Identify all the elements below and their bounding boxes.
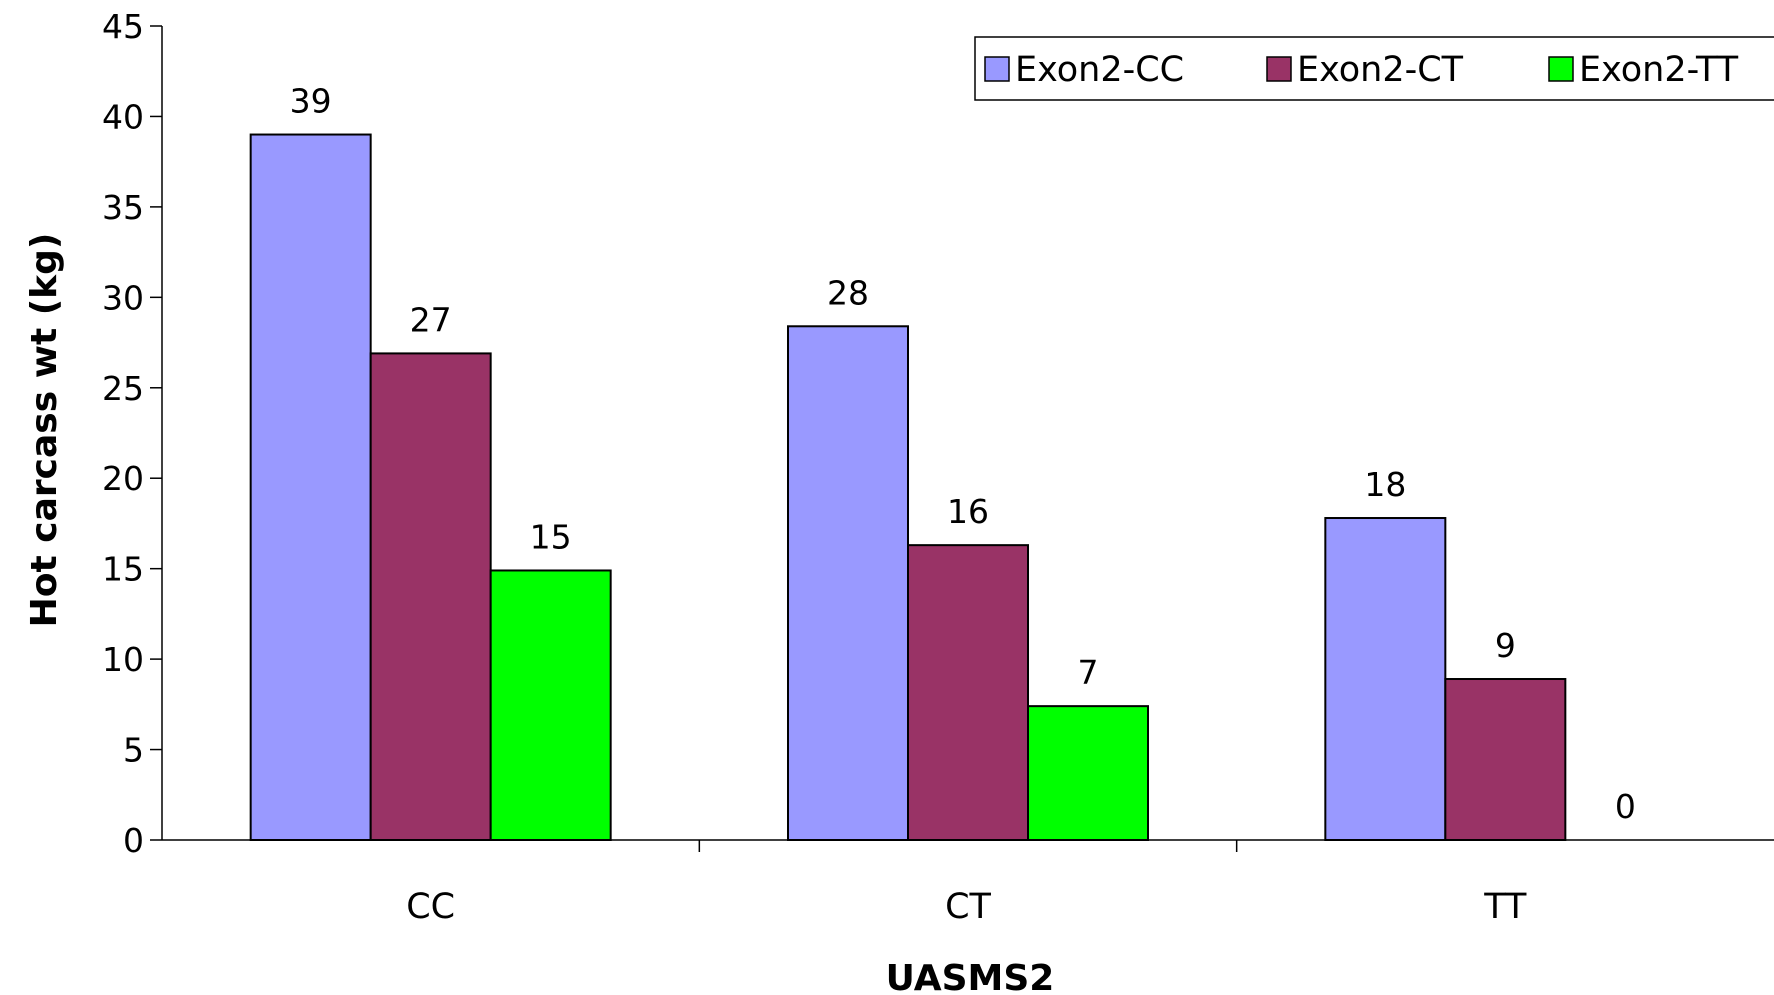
value-label: 16 [947, 492, 989, 531]
legend-box [974, 36, 1774, 101]
bar [369, 352, 492, 841]
legend-label: Exon2-CC [1015, 50, 1184, 90]
x-tick-label: TT [1483, 887, 1527, 927]
bar [249, 133, 372, 842]
value-label: 27 [410, 300, 452, 339]
bar [907, 544, 1029, 841]
value-label: 15 [530, 517, 572, 556]
value-label: 7 [1078, 653, 1099, 692]
bar [489, 569, 612, 842]
x-tick-label: CT [945, 887, 991, 927]
x-tick-label: CC [406, 887, 455, 927]
legend-swatch [1548, 56, 1574, 82]
legend-label: Exon2-TT [1579, 50, 1739, 90]
bar [787, 325, 909, 841]
bar [1027, 705, 1149, 841]
y-tick-label: 45 [102, 7, 144, 46]
value-label: 9 [1495, 626, 1516, 665]
y-tick-label: 20 [102, 459, 144, 498]
y-tick-label: 10 [102, 640, 144, 679]
y-axis-title: Hot carcass wt (kg) [24, 233, 65, 628]
y-tick-label: 30 [102, 278, 144, 317]
value-label: 39 [290, 82, 332, 121]
value-label: 28 [827, 273, 869, 312]
legend-swatch [1266, 56, 1292, 82]
bar [1444, 678, 1567, 842]
value-label: 0 [1615, 787, 1636, 826]
y-tick-label: 25 [102, 369, 144, 408]
legend: Exon2-CC Exon2-CT Exon2-TT [974, 36, 1774, 101]
x-axis-title: UASMS2 [886, 958, 1055, 995]
value-label: 18 [1364, 465, 1406, 504]
legend-label: Exon2-CT [1297, 50, 1464, 90]
y-tick-label: 0 [123, 821, 144, 860]
y-tick-label: 5 [123, 731, 144, 770]
y-tick-label: 40 [102, 97, 144, 136]
legend-swatch [984, 56, 1010, 82]
bar [1324, 517, 1447, 841]
y-tick-label: 15 [102, 550, 144, 589]
y-tick-label: 35 [102, 188, 144, 227]
